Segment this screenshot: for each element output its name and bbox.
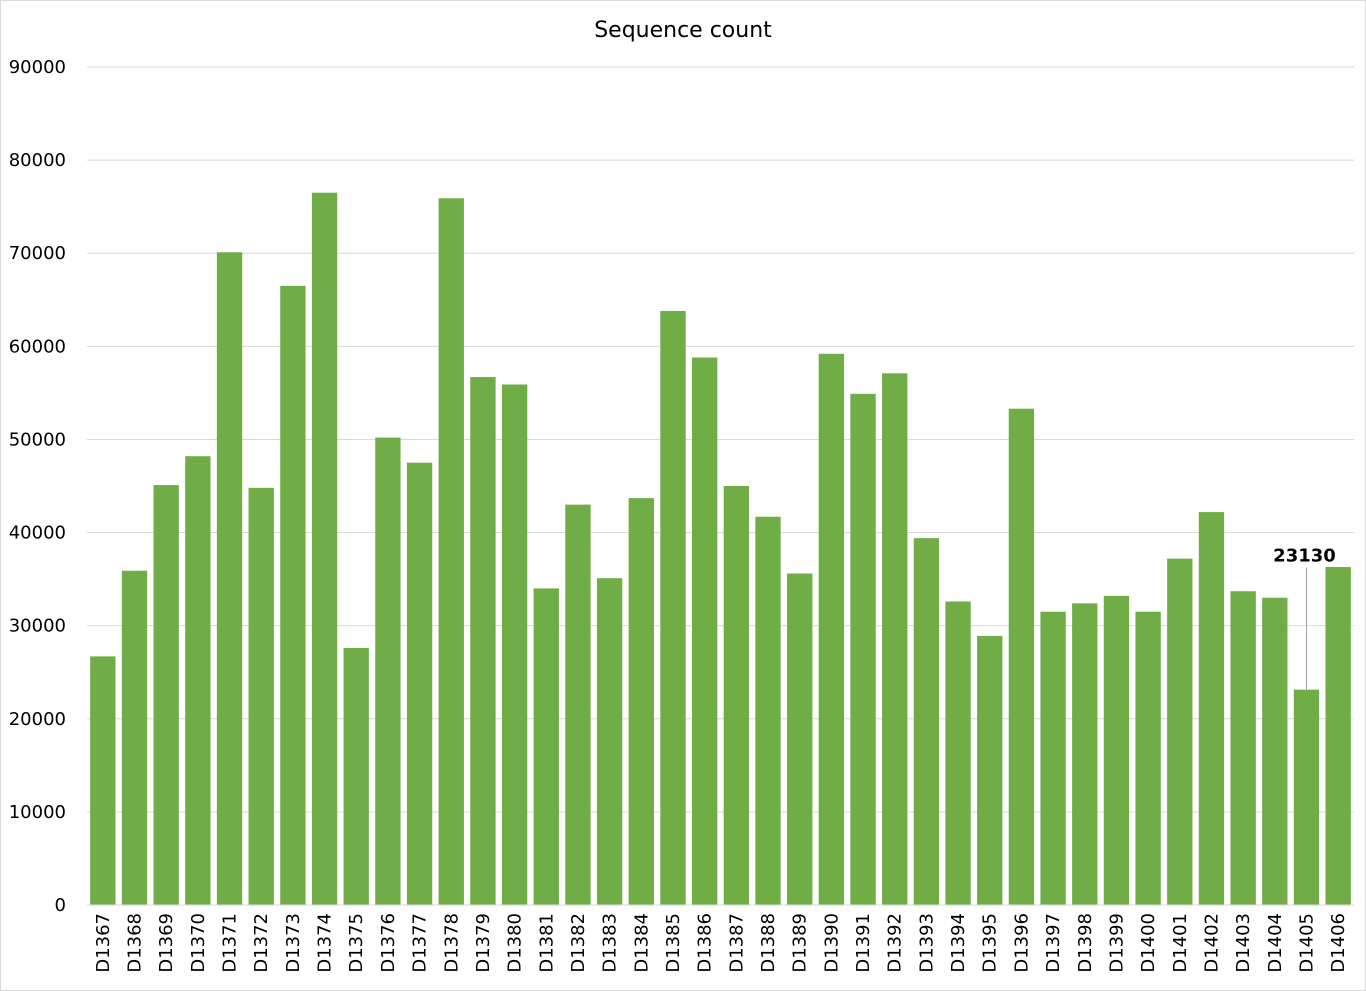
x-tick-label: D1395 xyxy=(980,913,1001,973)
bar xyxy=(121,570,148,905)
bar xyxy=(216,252,243,905)
bar xyxy=(1262,597,1288,905)
x-tick-label: D1389 xyxy=(790,913,811,973)
bar xyxy=(185,456,211,905)
bar xyxy=(850,393,876,905)
bar xyxy=(1198,512,1225,905)
bar xyxy=(628,498,654,905)
x-tick-label: D1367 xyxy=(93,913,114,973)
y-tick-label: 10000 xyxy=(9,802,66,823)
x-tick-label: D1391 xyxy=(853,913,874,973)
y-tick-label: 30000 xyxy=(9,616,66,637)
x-tick-label: D1392 xyxy=(885,913,906,973)
x-axis-ticks: D1367 D1368 D1369 D1370 D1371 D1372 D1373 D1374… xyxy=(93,913,1349,973)
x-tick-label: D1368 xyxy=(125,913,146,973)
x-tick-label: D1398 xyxy=(1075,913,1096,973)
x-tick-label: D1370 xyxy=(188,913,209,973)
bar xyxy=(596,578,623,905)
bar xyxy=(1325,567,1351,905)
x-tick-label: D1397 xyxy=(1043,913,1064,973)
bar xyxy=(882,373,908,905)
x-tick-label: D1399 xyxy=(1106,913,1127,973)
x-tick-label: D1404 xyxy=(1265,913,1286,973)
x-tick-label: D1396 xyxy=(1011,913,1032,973)
bar xyxy=(533,588,559,905)
x-tick-label: D1385 xyxy=(663,913,684,973)
bar xyxy=(1230,591,1256,905)
x-tick-label: D1384 xyxy=(631,913,652,973)
bar xyxy=(755,516,781,905)
x-tick-label: D1375 xyxy=(346,913,367,973)
bar xyxy=(438,198,464,905)
annotation-label: 23130 xyxy=(1273,546,1336,567)
bar xyxy=(90,656,116,905)
x-tick-label: D1403 xyxy=(1233,913,1254,973)
x-tick-label: D1374 xyxy=(315,913,336,973)
x-tick-label: D1376 xyxy=(378,913,399,973)
y-tick-label: 70000 xyxy=(9,243,66,264)
x-tick-label: D1378 xyxy=(441,913,462,973)
y-tick-label: 90000 xyxy=(9,57,66,78)
bar xyxy=(470,377,496,905)
y-tick-label: 50000 xyxy=(9,429,66,450)
x-tick-label: D1382 xyxy=(568,913,589,973)
x-tick-label: D1372 xyxy=(251,913,272,973)
bar xyxy=(311,192,338,905)
bar xyxy=(343,648,369,905)
bars xyxy=(90,192,1351,905)
bar xyxy=(660,310,686,905)
annotations: 23130 xyxy=(1273,546,1336,690)
x-tick-label: D1393 xyxy=(916,913,937,973)
y-tick-label: 0 xyxy=(55,895,66,916)
bar xyxy=(1167,558,1193,905)
bar xyxy=(1293,689,1320,905)
bar xyxy=(787,573,813,905)
y-tick-label: 20000 xyxy=(9,709,66,730)
x-tick-label: D1369 xyxy=(156,913,177,973)
y-axis-ticks: 0 10000 20000 30000 40000 50000 60000 70000 8000… xyxy=(9,57,66,916)
bar xyxy=(977,635,1003,905)
x-tick-label: D1377 xyxy=(410,913,431,973)
x-tick-label: D1379 xyxy=(473,913,494,973)
x-tick-label: D1386 xyxy=(695,913,716,973)
bar xyxy=(375,437,401,905)
bar xyxy=(913,538,940,905)
x-tick-label: D1405 xyxy=(1296,913,1317,973)
x-tick-label: D1383 xyxy=(600,913,621,973)
bar xyxy=(1072,603,1098,905)
x-tick-label: D1373 xyxy=(283,913,304,973)
bar xyxy=(723,486,750,905)
y-tick-label: 40000 xyxy=(9,523,66,544)
x-tick-label: D1400 xyxy=(1138,913,1159,973)
x-tick-label: D1380 xyxy=(505,913,526,973)
bar xyxy=(565,504,591,905)
x-tick-label: D1371 xyxy=(220,913,241,973)
bar xyxy=(153,485,179,905)
bar xyxy=(945,601,971,905)
y-tick-label: 60000 xyxy=(9,336,66,357)
bar xyxy=(1008,408,1035,905)
bar xyxy=(1103,595,1130,905)
x-tick-label: D1394 xyxy=(948,913,969,973)
bar xyxy=(1040,611,1066,905)
bar xyxy=(280,285,306,905)
x-tick-label: D1406 xyxy=(1328,913,1349,973)
bar xyxy=(1135,611,1161,905)
chart-title: Sequence count xyxy=(594,18,772,43)
bar xyxy=(406,462,433,905)
x-tick-label: D1390 xyxy=(821,913,842,973)
bar xyxy=(501,384,528,905)
bar xyxy=(248,487,274,905)
x-tick-label: D1387 xyxy=(726,913,747,973)
y-tick-label: 80000 xyxy=(9,150,66,171)
x-tick-label: D1388 xyxy=(758,913,779,973)
x-tick-label: D1381 xyxy=(536,913,557,973)
bar xyxy=(691,357,718,905)
x-tick-label: D1402 xyxy=(1201,913,1222,973)
x-tick-label: D1401 xyxy=(1170,913,1191,973)
bar xyxy=(818,353,845,905)
